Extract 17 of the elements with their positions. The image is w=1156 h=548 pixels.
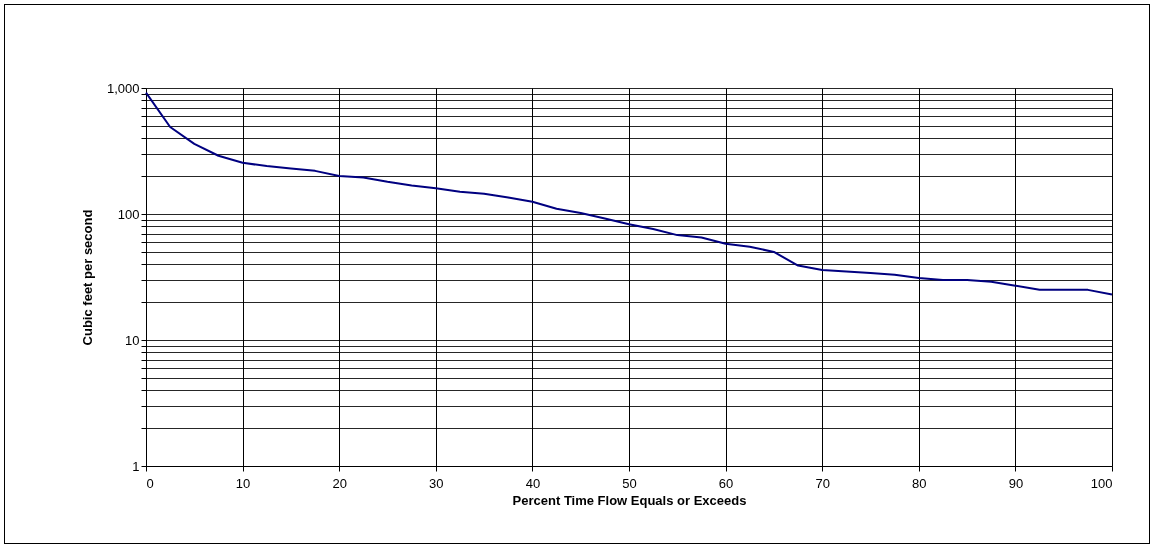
x-tick-label: 40 <box>525 475 541 491</box>
y-axis-title: Cubic feet per second <box>79 209 95 346</box>
x-tick-label: 20 <box>332 475 347 491</box>
x-axis-title: Percent Time Flow Equals or Exceeds <box>512 492 747 508</box>
y-tick-label: 10 <box>125 332 140 348</box>
x-tick-label: 60 <box>718 475 734 491</box>
x-tick-label: 90 <box>1008 475 1024 491</box>
x-tick-label: 100 <box>1090 475 1113 491</box>
x-tick-label: 70 <box>815 475 830 491</box>
x-tick-label: 30 <box>429 475 444 491</box>
x-tick-label: 50 <box>622 475 637 491</box>
y-tick-label: 100 <box>117 206 140 222</box>
y-tick-label: 1,000 <box>106 80 140 96</box>
x-tick-label: 0 <box>146 475 154 491</box>
x-tick-label: 80 <box>912 475 927 491</box>
y-tick-label: 1 <box>132 458 140 474</box>
x-tick-label: 10 <box>235 475 251 491</box>
